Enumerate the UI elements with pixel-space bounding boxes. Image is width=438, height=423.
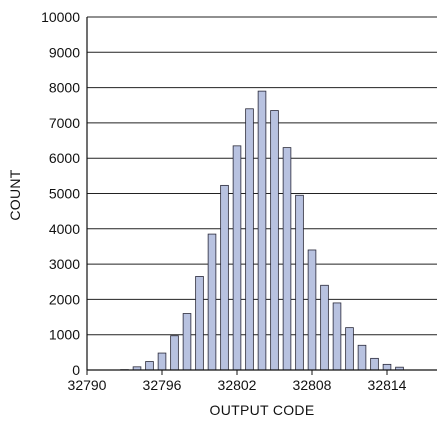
bar-32803 <box>245 108 254 371</box>
bar-32795 <box>145 361 154 371</box>
x-axis-title: OUTPUT CODE <box>210 402 315 418</box>
y-tick-label-0: 0 <box>72 362 80 378</box>
y-tick-label-8000: 8000 <box>49 80 80 96</box>
bar-32806 <box>282 147 292 371</box>
bar-32801 <box>220 184 229 371</box>
bars <box>120 90 404 371</box>
y-tick-label-5000: 5000 <box>49 186 80 202</box>
x-tick-label-32808: 32808 <box>293 377 332 393</box>
bar-32814 <box>382 363 392 371</box>
y-axis-title: COUNT <box>7 169 23 220</box>
bar-32804 <box>257 90 267 371</box>
bar-32807 <box>295 194 304 371</box>
y-tick-label-2000: 2000 <box>49 291 80 307</box>
y-tick-label-3000: 3000 <box>49 256 80 272</box>
bar-32800 <box>207 233 217 371</box>
x-tick-labels: 32790 32796 32802 32808 32814 <box>68 377 407 393</box>
bar-32796 <box>157 352 167 371</box>
axes <box>86 17 437 375</box>
y-tick-label-4000: 4000 <box>49 221 80 237</box>
x-tick-label-32814: 32814 <box>368 377 407 393</box>
bar-32805 <box>270 110 279 371</box>
bar-32810 <box>332 302 342 371</box>
bar-32798 <box>182 313 192 371</box>
bar-32813 <box>370 357 379 371</box>
y-tick-label-1000: 1000 <box>49 327 80 343</box>
y-tick-label-6000: 6000 <box>49 150 80 166</box>
y-tick-label-9000: 9000 <box>49 44 80 60</box>
bar-32802 <box>232 145 242 371</box>
y-tick-label-10000: 10000 <box>41 9 80 25</box>
bar-32809 <box>320 284 329 371</box>
bar-32797 <box>170 335 179 371</box>
y-tick-labels: 0 1000 2000 3000 4000 5000 6000 7000 8000 9000 100… <box>41 9 80 378</box>
x-tick-label-32790: 32790 <box>68 377 107 393</box>
x-tick-label-32802: 32802 <box>218 377 257 393</box>
x-tick-label-32796: 32796 <box>143 377 182 393</box>
bar-32808 <box>307 249 317 371</box>
bar-32811 <box>345 327 354 371</box>
bar-32812 <box>357 344 367 371</box>
bar-32799 <box>195 276 204 371</box>
y-tick-label-7000: 7000 <box>49 115 80 131</box>
